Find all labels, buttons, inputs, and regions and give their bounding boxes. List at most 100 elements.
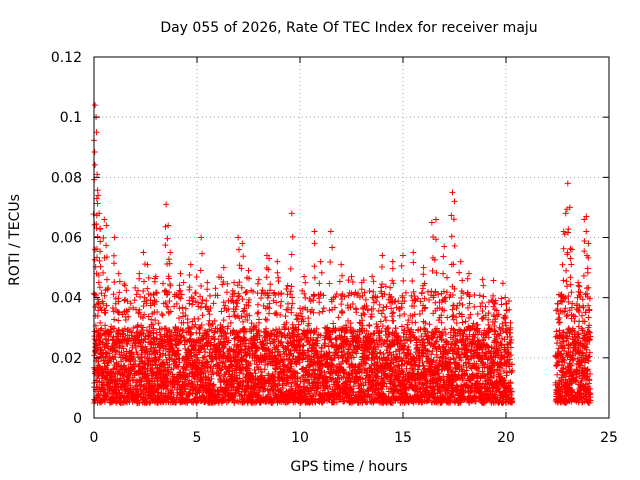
data-point <box>380 307 387 314</box>
data-point <box>94 313 101 320</box>
data-point <box>97 319 104 326</box>
data-point <box>96 339 103 346</box>
data-point <box>120 372 127 379</box>
data-point <box>297 305 304 312</box>
data-point <box>117 375 124 382</box>
data-point <box>377 349 384 356</box>
data-point <box>311 292 318 299</box>
data-point <box>392 325 399 332</box>
data-point <box>121 325 128 332</box>
data-point <box>159 312 166 319</box>
data-point <box>300 342 307 349</box>
data-point <box>361 311 368 318</box>
data-point <box>318 345 325 352</box>
data-point <box>195 315 202 322</box>
data-point <box>198 300 205 307</box>
data-point <box>385 324 392 331</box>
data-point <box>206 292 213 299</box>
data-point <box>124 341 131 348</box>
data-point <box>103 392 110 399</box>
data-point <box>119 390 126 397</box>
data-point <box>282 325 289 332</box>
data-point <box>120 345 127 352</box>
data-point <box>103 302 110 309</box>
data-point <box>242 289 249 296</box>
data-point <box>97 327 104 334</box>
data-point <box>375 307 382 314</box>
data-point <box>210 300 217 307</box>
data-point <box>432 299 439 306</box>
data-point <box>402 289 409 296</box>
data-point <box>106 350 113 357</box>
data-point <box>115 326 122 333</box>
data-point <box>125 313 132 320</box>
data-point <box>125 326 132 333</box>
data-point <box>131 297 138 304</box>
data-point <box>289 300 296 307</box>
data-point <box>91 291 98 298</box>
data-point <box>128 329 135 336</box>
data-point <box>366 322 373 329</box>
data-point <box>206 317 213 324</box>
data-point <box>227 319 234 326</box>
data-points <box>90 102 594 406</box>
data-point <box>102 322 109 329</box>
data-point <box>278 298 285 305</box>
data-point <box>101 399 108 406</box>
data-point <box>459 319 466 326</box>
data-point <box>110 365 117 372</box>
data-point <box>412 319 419 326</box>
data-point <box>443 274 450 281</box>
data-point <box>390 280 397 287</box>
data-point <box>362 296 369 303</box>
data-point <box>182 305 189 312</box>
data-point <box>382 317 389 324</box>
data-point <box>130 376 137 383</box>
data-point <box>112 353 119 360</box>
data-point <box>426 321 433 328</box>
data-point <box>258 369 265 376</box>
data-point <box>453 320 460 327</box>
data-point <box>192 290 199 297</box>
data-point <box>108 329 115 336</box>
data-point <box>449 313 456 320</box>
data-point <box>105 285 112 292</box>
data-point <box>393 304 400 311</box>
data-point <box>424 288 431 295</box>
data-point <box>462 318 469 325</box>
data-point <box>160 280 167 287</box>
data-point <box>98 325 105 332</box>
data-point <box>110 291 117 298</box>
data-point <box>95 358 102 365</box>
data-point <box>390 317 397 324</box>
data-point <box>338 301 345 308</box>
data-point <box>101 344 108 351</box>
data-point <box>320 305 327 312</box>
data-point <box>130 304 137 311</box>
data-point <box>140 302 147 309</box>
data-point <box>223 289 230 296</box>
data-point <box>449 306 456 313</box>
data-point <box>180 279 187 286</box>
data-point <box>130 325 137 332</box>
data-point <box>282 313 289 320</box>
data-point <box>353 309 360 316</box>
data-point <box>104 340 111 347</box>
data-point <box>104 391 111 398</box>
data-point <box>255 309 262 316</box>
data-point <box>155 320 162 327</box>
data-point <box>444 314 451 321</box>
data-point <box>459 301 466 308</box>
data-point <box>123 386 130 393</box>
data-point <box>320 292 327 299</box>
data-point <box>420 362 427 369</box>
data-point <box>387 284 394 291</box>
data-point <box>124 298 131 305</box>
data-point <box>278 290 285 297</box>
data-point <box>193 274 200 281</box>
data-point <box>104 362 111 369</box>
data-point <box>305 315 312 322</box>
data-point <box>127 300 134 307</box>
data-point <box>263 317 270 324</box>
